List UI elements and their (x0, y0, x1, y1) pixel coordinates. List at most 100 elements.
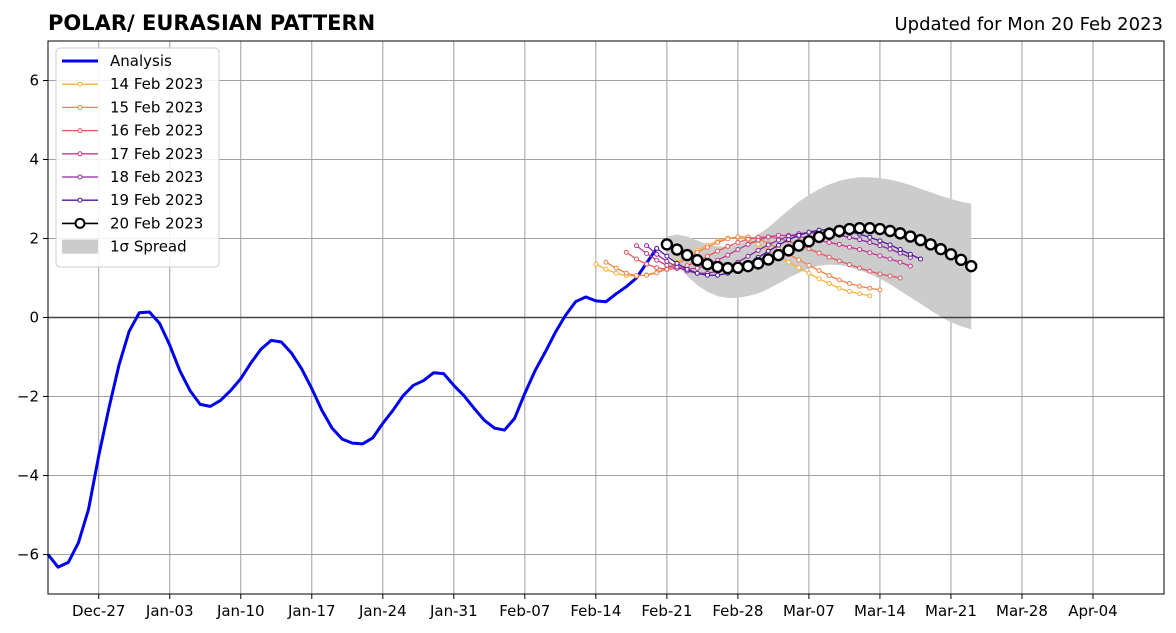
forecast-point (836, 258, 842, 264)
legend-item: 16 Feb 2023 (62, 122, 203, 140)
forecast-point (654, 265, 660, 271)
legend-label: 15 Feb 2023 (110, 98, 203, 116)
forecast-point (877, 238, 883, 244)
forecast-series-group (593, 222, 978, 299)
forecast-point (857, 283, 863, 289)
legend-marker (77, 174, 83, 180)
legend-label: Analysis (110, 52, 172, 70)
forecast-point (691, 254, 704, 267)
x-tick-label: Feb-28 (712, 602, 763, 620)
forecast-point (897, 259, 903, 265)
forecast-line (625, 236, 901, 279)
forecast-point (755, 237, 761, 243)
forecast-point (965, 259, 978, 273)
forecast-point (603, 259, 609, 265)
forecast-point (725, 252, 731, 258)
x-tick-label: Mar-21 (925, 602, 977, 620)
forecast-point (765, 242, 771, 248)
forecast-point (836, 241, 842, 247)
forecast-point (887, 273, 893, 279)
forecast-point (897, 275, 903, 281)
legend-box (55, 47, 220, 268)
legend-marker (77, 104, 83, 110)
forecast-point (664, 258, 670, 264)
forecast-point (623, 249, 629, 255)
legend-item: 20 Feb 2023 (62, 214, 203, 232)
legend-label: 1σ Spread (110, 238, 187, 256)
forecast-point (775, 237, 781, 243)
forecast-point (867, 268, 873, 274)
forecast-point (918, 256, 924, 262)
x-tick-label: Jan-24 (358, 602, 407, 620)
forecast-point (904, 230, 917, 243)
forecast-point (755, 241, 761, 247)
forecast-point (786, 237, 792, 243)
forecast-point (704, 253, 710, 259)
forecast-point (907, 263, 913, 269)
forecast-point (806, 229, 812, 235)
forecast-point (745, 253, 751, 259)
forecast-point (914, 233, 927, 247)
legend-label: 14 Feb 2023 (110, 75, 203, 93)
forecast-point (721, 261, 734, 275)
legend-item: 17 Feb 2023 (62, 145, 203, 163)
forecast-point (846, 288, 852, 294)
forecast-point (877, 287, 883, 293)
forecast-point (796, 265, 802, 271)
forecast-point (867, 285, 873, 291)
forecast-point (857, 237, 863, 243)
forecast-point (867, 239, 873, 245)
x-tick-label: Feb-14 (570, 602, 621, 620)
x-tick-label: Feb-07 (499, 602, 550, 620)
forecast-point (603, 266, 609, 272)
forecast-point (833, 224, 846, 238)
forecast-point (826, 273, 832, 279)
y-tick-label: −6 (17, 546, 39, 564)
forecast-point (715, 248, 721, 254)
forecast-point (751, 257, 765, 270)
forecast-point (857, 291, 863, 297)
forecast-point (792, 239, 805, 252)
forecast-point (633, 273, 639, 279)
forecast-point (796, 232, 802, 238)
legend-item: 1σ Spread (62, 238, 187, 256)
forecast-point (782, 244, 795, 257)
forecast-point (873, 222, 887, 236)
forecast-point (863, 222, 876, 235)
forecast-point (623, 270, 629, 276)
forecast-point (857, 265, 863, 271)
x-tick-label: Jan-10 (216, 602, 265, 620)
axis-ticks-group: Dec-27 Jan-03 Jan-10 Jan-17 Jan-24 Jan-31 Feb-… (17, 72, 1118, 621)
legend-label: 17 Feb 2023 (110, 145, 203, 163)
legend-swatch (62, 239, 98, 254)
forecast-point (725, 236, 731, 242)
forecast-point (853, 222, 866, 235)
forecast-point (741, 259, 755, 273)
forecast-point (765, 234, 771, 240)
forecast-point (846, 281, 852, 287)
legend-item: Analysis (62, 52, 172, 70)
forecast-point (694, 265, 700, 271)
forecast-series-1 (603, 234, 883, 293)
forecast-point (823, 227, 836, 240)
forecast-point (633, 243, 639, 249)
forecast-point (954, 253, 968, 267)
y-tick-label: −2 (17, 388, 39, 406)
forecast-point (745, 236, 751, 242)
forecast-point (836, 277, 842, 283)
forecast-point (755, 247, 761, 253)
legend-label: 18 Feb 2023 (110, 168, 203, 186)
forecast-point (846, 244, 852, 250)
forecast-point (894, 227, 907, 240)
forecast-point (806, 270, 812, 276)
forecast-point (887, 242, 893, 248)
forecast-point (654, 245, 660, 251)
forecast-point (775, 232, 781, 238)
x-tick-label: Jan-31 (429, 602, 478, 620)
forecast-point (934, 242, 947, 256)
forecast-point (745, 241, 751, 247)
forecast-point (796, 257, 802, 263)
forecast-point (857, 247, 863, 253)
forecast-point (826, 254, 832, 260)
